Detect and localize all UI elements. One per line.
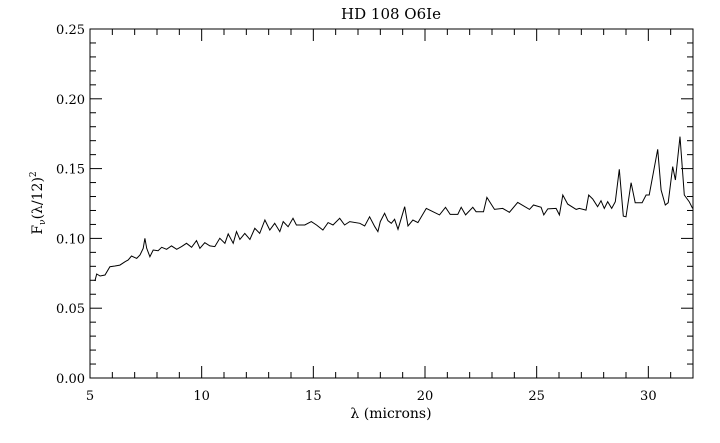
- y-tick-label: 0.10: [56, 232, 85, 247]
- y-label-sub: ν: [38, 219, 48, 224]
- y-tick-label: 0.00: [56, 372, 85, 387]
- axis-ticks: [89, 28, 694, 379]
- tick-labels: 5 10 15 20 25 30 0.00 0.05 0.10 0.15 0.20 0.25: [56, 23, 657, 404]
- y-tick-label: 0.20: [56, 93, 85, 108]
- y-tick-label: 0.05: [56, 302, 85, 317]
- x-tick-label: 15: [305, 389, 322, 404]
- y-tick-label: 0.25: [56, 23, 85, 38]
- y-axis-label: Fν(λ/12)2: [29, 171, 48, 234]
- x-tick-label: 5: [86, 389, 94, 404]
- x-tick-label: 25: [528, 389, 545, 404]
- x-tick-label: 10: [193, 389, 210, 404]
- x-axis-label: λ (microns): [350, 406, 431, 422]
- x-tick-label: 20: [417, 389, 434, 404]
- y-label-rest: (λ/12): [30, 177, 46, 219]
- chart-title: HD 108 O6Ie: [341, 5, 441, 23]
- y-label-sup: 2: [29, 171, 39, 177]
- y-tick-label: 0.15: [56, 163, 85, 178]
- x-tick-label: 30: [640, 389, 657, 404]
- spectrum-line: [94, 136, 694, 282]
- plot-frame: [89, 28, 694, 379]
- y-label-f: F: [30, 225, 46, 235]
